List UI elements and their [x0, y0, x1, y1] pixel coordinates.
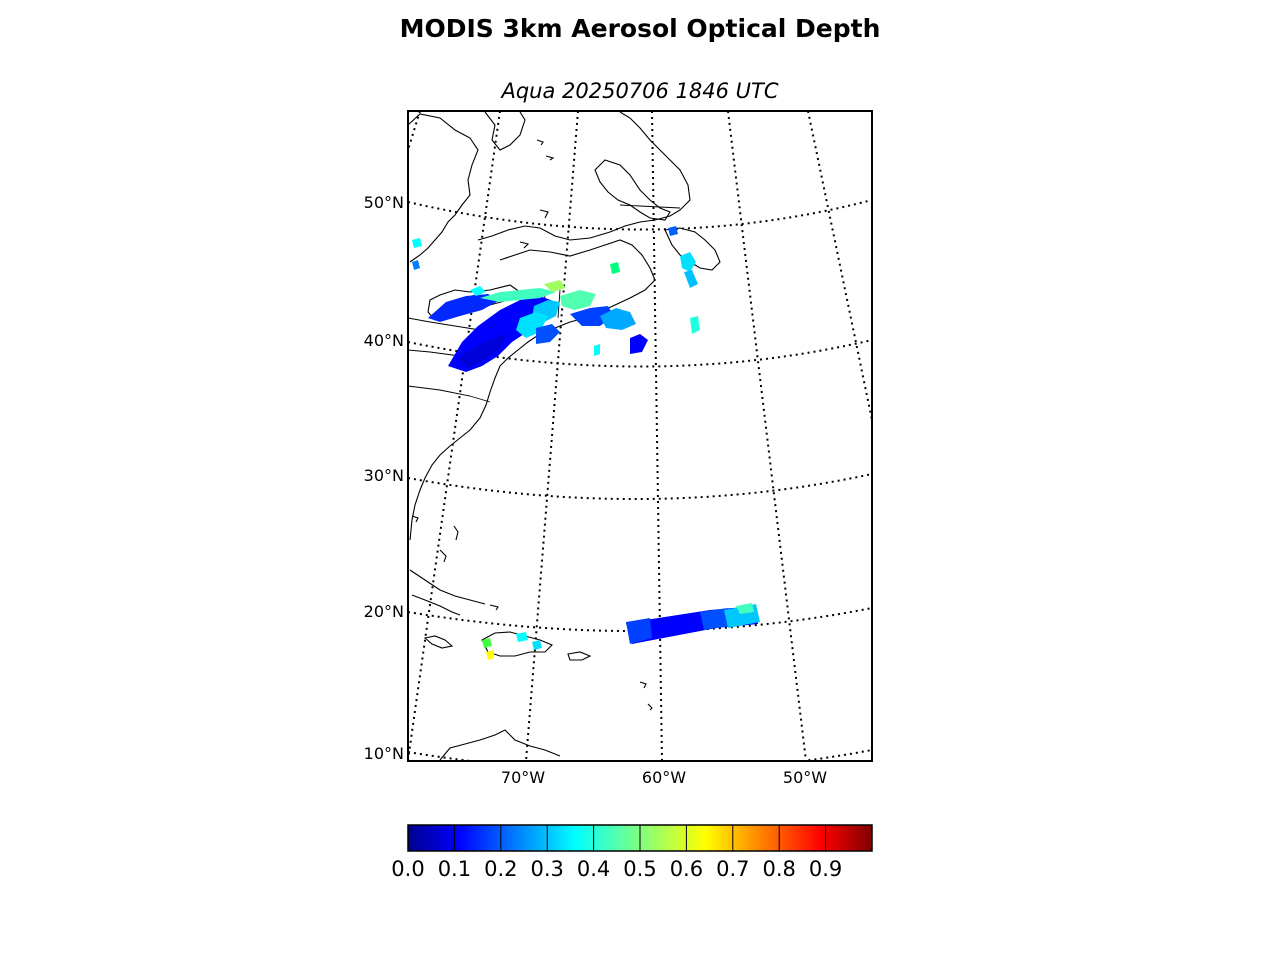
colorbar-label-8: 0.8 [762, 857, 795, 881]
colorbar-label-7: 0.7 [716, 857, 749, 881]
colorbar-label-5: 0.5 [623, 857, 656, 881]
colorbar-label-1: 0.1 [438, 857, 471, 881]
aerosol-swath-north [412, 226, 700, 372]
latitude-labels: 50°N 40°N 30°N 20°N 10°N [364, 193, 404, 763]
map-subtitle: Aqua 20250706 1846 UTC [501, 79, 779, 103]
lon-label-60w: 60°W [642, 768, 686, 787]
colorbar-label-9: 0.9 [809, 857, 842, 881]
lat-label-40n: 40°N [364, 331, 404, 350]
colorbar-label-3: 0.3 [530, 857, 563, 881]
lat-label-20n: 20°N [364, 602, 404, 621]
colorbar-ticks [407, 825, 827, 851]
lat-label-10n: 10°N [364, 744, 404, 763]
lat-label-30n: 30°N [364, 466, 404, 485]
colorbar: 0.0 0.1 0.2 0.3 0.4 0.5 0.6 0.7 0.8 0.9 [391, 824, 873, 881]
lon-label-50w: 50°W [783, 768, 827, 787]
aerosol-caribbean [482, 632, 542, 660]
lon-label-70w: 70°W [501, 768, 545, 787]
figure-title: MODIS 3km Aerosol Optical Depth [399, 14, 881, 43]
colorbar-label-0: 0.0 [391, 857, 424, 881]
colorbar-label-2: 0.2 [484, 857, 517, 881]
colorbar-tick-labels: 0.0 0.1 0.2 0.3 0.4 0.5 0.6 0.7 0.8 0.9 [391, 857, 842, 881]
colorbar-label-4: 0.4 [577, 857, 610, 881]
colorbar-label-6: 0.6 [670, 857, 703, 881]
map-frame [407, 110, 873, 762]
lat-label-50n: 50°N [364, 193, 404, 212]
longitude-labels: 70°W 60°W 50°W [501, 768, 827, 787]
map-area [408, 111, 872, 761]
aerosol-swath-south [626, 603, 760, 644]
